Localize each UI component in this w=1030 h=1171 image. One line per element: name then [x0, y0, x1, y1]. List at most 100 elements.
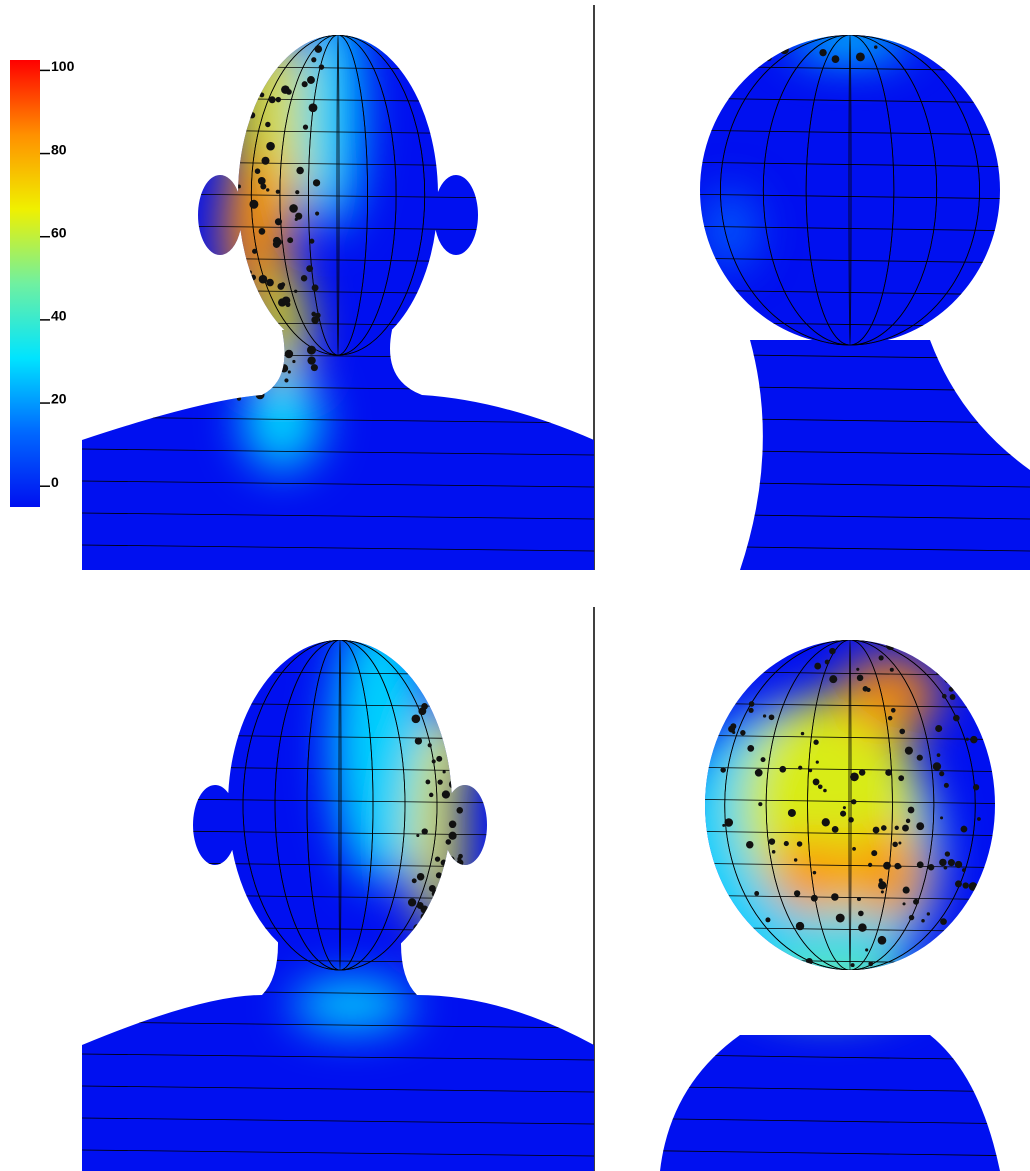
marker-dot [440, 665, 444, 669]
marker-dot [977, 817, 981, 821]
marker-dot [779, 765, 787, 773]
marker-dot [449, 891, 457, 899]
rendering [660, 640, 1000, 1171]
mesh-line [660, 1149, 1000, 1157]
marker-dot [878, 878, 883, 883]
marker-dot [271, 36, 281, 46]
mesh-line [700, 128, 1030, 136]
marker-dot [932, 762, 942, 771]
marker-dot [926, 912, 931, 916]
marker-dot [311, 284, 319, 292]
heat [660, 655, 940, 1015]
marker-dot [267, 70, 272, 76]
marker-dot [855, 52, 865, 62]
marker-dot [441, 790, 451, 799]
marker-dot [255, 390, 265, 400]
marker-dot [907, 806, 915, 814]
marker-dot [885, 769, 893, 776]
marker-dot [254, 168, 261, 174]
marker-dot [754, 891, 760, 896]
marker-dot [718, 645, 726, 653]
marker-dot [410, 950, 415, 955]
marker-dot [438, 940, 447, 948]
mesh-line [700, 256, 1030, 264]
skin [660, 640, 1000, 1171]
marker-dot [739, 667, 743, 671]
marker-dot [284, 378, 289, 383]
marker-dot [852, 846, 856, 851]
marker-dot [916, 861, 924, 869]
marker-dot [764, 960, 773, 969]
marker-dot [815, 760, 819, 764]
marker-dot [272, 240, 281, 248]
marker-dot [441, 892, 446, 898]
marker-dot [294, 289, 298, 293]
colorbar-tick-label: 60 [51, 224, 67, 240]
marker-dot [954, 860, 963, 869]
colorbar-tick-label: 80 [51, 141, 67, 157]
rendering [700, 35, 1030, 570]
marker-dot [258, 39, 262, 44]
marker-dot [905, 818, 911, 824]
marker-dot [233, 313, 241, 321]
mesh-line [242, 640, 438, 971]
marker-dot [456, 634, 460, 638]
marker-dot [872, 826, 880, 834]
mesh-line [700, 512, 1030, 520]
marker-dot [311, 316, 319, 324]
marker-dot [965, 737, 969, 741]
marker-dot [268, 96, 276, 104]
marker-dot [439, 703, 446, 711]
marker-dot [962, 652, 967, 658]
mesh-line [82, 1053, 594, 1061]
marker-dot [307, 356, 316, 365]
heat [705, 35, 910, 270]
marker-dot [892, 841, 898, 848]
marker-dot [929, 956, 938, 965]
marker-dot [411, 714, 421, 724]
marker-dot [229, 369, 235, 374]
marker-dot [453, 938, 458, 944]
marker-dot [796, 841, 803, 847]
mesh-line [700, 192, 1030, 200]
marker-dot [773, 645, 779, 652]
marker-dot [279, 364, 289, 373]
marker-dot [856, 667, 860, 671]
marker-dot [428, 792, 434, 798]
marker-dot [444, 879, 450, 885]
marker-dot [240, 109, 248, 117]
mesh-line [700, 544, 1030, 552]
mesh-line [700, 288, 1030, 296]
heat-blob [770, 835, 850, 915]
marker-dot [858, 910, 864, 917]
marker-dot [758, 802, 763, 807]
marker-dot [435, 872, 442, 879]
marker-dot [442, 770, 446, 774]
marker-dot [437, 677, 443, 683]
marker-dot [452, 718, 460, 726]
marker-dot [972, 784, 980, 791]
marker-dot [453, 648, 461, 656]
marker-dot [850, 772, 859, 782]
marker-dot [266, 278, 274, 287]
mesh-line [82, 1085, 594, 1093]
marker-dot [237, 184, 241, 189]
marker-dot [248, 326, 258, 336]
marker-dot [428, 921, 437, 930]
marker-dot [453, 893, 458, 898]
mesh-line [82, 480, 594, 488]
marker-dot [247, 297, 253, 303]
marker-dot [448, 820, 457, 829]
marker-dot [824, 659, 830, 665]
mesh-line [82, 1149, 594, 1157]
marker-dot [722, 823, 726, 827]
marker-dot [250, 363, 256, 370]
marker-dot [275, 189, 280, 194]
marker-dot [949, 694, 956, 700]
marker-dot [842, 806, 846, 810]
marker-dot [835, 913, 845, 923]
marker-dot [257, 177, 266, 185]
marker-dot [443, 734, 452, 743]
renderings [82, 35, 1030, 1171]
colorbar [10, 60, 40, 507]
